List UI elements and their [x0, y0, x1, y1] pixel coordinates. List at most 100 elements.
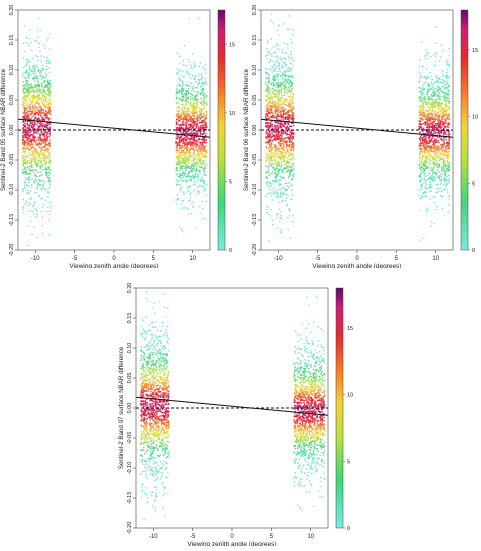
density-point	[29, 100, 30, 101]
density-point	[277, 92, 278, 93]
density-point	[39, 166, 40, 167]
density-point	[33, 132, 34, 133]
density-point	[286, 198, 287, 199]
density-point	[27, 130, 28, 131]
density-point	[44, 150, 45, 151]
density-point	[428, 111, 429, 112]
density-point	[40, 143, 41, 144]
density-point	[289, 80, 290, 81]
density-point	[268, 172, 269, 173]
density-point	[275, 107, 276, 108]
density-point	[41, 124, 42, 125]
density-point	[182, 159, 183, 160]
density-point	[286, 171, 287, 172]
density-point	[194, 124, 195, 125]
density-point	[41, 180, 42, 181]
density-point	[192, 169, 193, 170]
density-point	[273, 154, 274, 155]
density-point	[276, 156, 277, 157]
density-point	[47, 157, 48, 158]
density-point	[448, 77, 449, 78]
density-point	[191, 65, 192, 66]
density-point	[178, 111, 179, 112]
density-point	[279, 85, 280, 86]
density-point	[25, 153, 26, 154]
density-point	[427, 92, 428, 93]
density-point	[46, 115, 47, 116]
density-point	[280, 139, 281, 140]
density-point	[185, 160, 186, 161]
density-point	[22, 137, 23, 138]
density-point	[22, 171, 23, 172]
density-point	[436, 139, 437, 140]
density-point	[271, 71, 272, 72]
density-point	[197, 95, 198, 96]
density-point	[180, 114, 181, 115]
density-point	[185, 170, 186, 171]
density-point	[31, 140, 32, 141]
density-point	[272, 180, 273, 181]
density-point	[27, 225, 28, 226]
density-point	[274, 78, 275, 79]
density-point	[27, 117, 28, 118]
density-point	[419, 160, 420, 161]
density-point	[271, 137, 272, 138]
density-point	[289, 102, 290, 103]
density-point	[202, 66, 203, 67]
density-point	[291, 126, 292, 127]
density-point	[268, 91, 269, 92]
density-point	[41, 139, 42, 140]
density-point	[204, 155, 205, 156]
density-point	[421, 42, 422, 43]
density-point	[25, 107, 26, 108]
density-point	[42, 65, 43, 66]
density-point	[276, 44, 277, 45]
density-point	[28, 75, 29, 76]
density-point	[280, 159, 281, 160]
density-point	[429, 158, 430, 159]
density-point	[49, 211, 50, 212]
y-tick-label: -0.05	[9, 154, 15, 167]
density-point	[48, 149, 49, 150]
density-point	[25, 99, 26, 100]
density-point	[421, 128, 422, 129]
density-point	[273, 115, 274, 116]
density-point	[436, 91, 437, 92]
density-point	[29, 30, 30, 31]
density-point	[192, 175, 193, 176]
density-point	[270, 156, 271, 157]
density-point	[429, 72, 430, 73]
density-point	[285, 124, 286, 125]
density-point	[425, 119, 426, 120]
density-point	[268, 186, 269, 187]
density-point	[24, 51, 25, 52]
density-point	[33, 182, 34, 183]
density-point	[43, 154, 44, 155]
density-point	[273, 51, 274, 52]
density-point	[276, 117, 277, 118]
density-point	[182, 110, 183, 111]
density-point	[283, 187, 284, 188]
density-point	[25, 200, 26, 201]
density-point	[28, 143, 29, 144]
density-point	[268, 101, 269, 102]
density-point	[446, 149, 447, 150]
density-point	[275, 65, 276, 66]
density-point	[272, 113, 273, 114]
density-point	[195, 128, 196, 129]
y-axis-title: Sentinel-2 Band 05 surface NBAR differen…	[0, 68, 7, 191]
density-point	[175, 199, 176, 200]
density-point	[36, 119, 37, 120]
density-point	[50, 96, 51, 97]
density-point	[182, 168, 183, 169]
density-point	[30, 102, 31, 103]
density-point	[24, 111, 25, 112]
density-point	[280, 145, 281, 146]
density-point	[293, 103, 294, 104]
density-point	[273, 167, 274, 168]
density-point	[177, 194, 178, 195]
density-point	[285, 200, 286, 201]
density-point	[185, 133, 186, 134]
density-point	[292, 99, 293, 100]
density-point	[198, 141, 199, 142]
